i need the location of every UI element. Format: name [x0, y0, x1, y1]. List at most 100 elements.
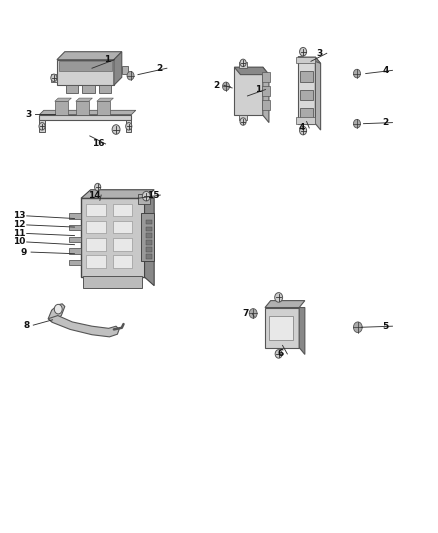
Text: 1: 1 [104, 55, 110, 64]
Bar [69, 248, 81, 254]
Bar [86, 221, 106, 233]
Bar [239, 62, 247, 68]
Text: 1: 1 [255, 85, 261, 94]
Bar [300, 108, 313, 118]
Bar [113, 221, 132, 233]
Circle shape [353, 322, 362, 333]
Text: 3: 3 [25, 110, 32, 118]
Bar [138, 194, 150, 204]
Bar [86, 204, 106, 216]
Polygon shape [48, 316, 119, 337]
Bar [86, 255, 106, 268]
Polygon shape [97, 98, 113, 101]
Polygon shape [57, 60, 114, 85]
Bar [51, 74, 57, 82]
Bar [146, 254, 152, 259]
Polygon shape [114, 52, 122, 85]
Polygon shape [299, 308, 305, 354]
Text: 9: 9 [21, 248, 27, 256]
Text: 3: 3 [317, 49, 323, 58]
Bar [122, 66, 128, 74]
Text: 13: 13 [14, 212, 26, 220]
Bar [113, 238, 132, 251]
Text: 2: 2 [382, 118, 389, 127]
Bar [141, 213, 154, 261]
Text: 12: 12 [14, 221, 26, 229]
Polygon shape [57, 52, 122, 60]
Bar [39, 120, 45, 132]
Text: 11: 11 [14, 229, 26, 238]
Bar [99, 85, 111, 93]
Polygon shape [263, 67, 269, 123]
Text: 16: 16 [92, 140, 105, 148]
Circle shape [275, 293, 283, 302]
Bar [83, 276, 142, 288]
Circle shape [127, 71, 134, 80]
Circle shape [142, 191, 150, 201]
Polygon shape [55, 98, 71, 101]
Circle shape [223, 82, 230, 91]
Bar [146, 227, 152, 231]
Circle shape [353, 119, 360, 128]
Bar [146, 233, 152, 238]
Polygon shape [315, 57, 321, 130]
Bar [59, 61, 112, 71]
Circle shape [126, 123, 132, 130]
Circle shape [240, 118, 246, 125]
Polygon shape [81, 190, 154, 198]
Bar [269, 316, 293, 340]
Text: 4: 4 [299, 124, 305, 132]
Bar [146, 247, 152, 252]
Text: 8: 8 [23, 321, 29, 329]
Bar [39, 115, 131, 120]
Bar [296, 57, 315, 63]
Bar [262, 100, 270, 110]
Circle shape [39, 123, 45, 130]
Polygon shape [76, 98, 92, 101]
Circle shape [300, 47, 307, 56]
Bar [300, 90, 313, 100]
Bar [97, 101, 110, 115]
Text: 5: 5 [382, 322, 389, 330]
Polygon shape [298, 57, 321, 63]
Circle shape [112, 125, 120, 134]
Bar [76, 101, 89, 115]
Bar [82, 85, 95, 93]
Polygon shape [145, 198, 154, 286]
Circle shape [300, 126, 307, 135]
Text: 2: 2 [214, 81, 220, 90]
Circle shape [51, 74, 57, 82]
Bar [113, 255, 132, 268]
Bar [265, 308, 299, 348]
Bar [300, 71, 313, 82]
Text: 6: 6 [277, 350, 283, 358]
Circle shape [54, 304, 62, 314]
Circle shape [95, 183, 101, 191]
Text: 4: 4 [382, 66, 389, 75]
Bar [55, 101, 68, 115]
Circle shape [249, 309, 257, 318]
Bar [66, 85, 78, 93]
Text: 14: 14 [88, 191, 100, 199]
Text: 10: 10 [14, 238, 26, 246]
Bar [126, 120, 131, 132]
Bar [69, 213, 81, 219]
Bar [146, 220, 152, 224]
Bar [113, 204, 132, 216]
Polygon shape [39, 110, 136, 115]
Text: 15: 15 [147, 191, 159, 199]
Circle shape [353, 69, 360, 78]
Text: 2: 2 [157, 64, 163, 72]
Bar [146, 240, 152, 245]
Polygon shape [234, 67, 269, 75]
Text: 7: 7 [242, 309, 248, 318]
Polygon shape [48, 304, 65, 322]
Bar [239, 115, 247, 120]
Polygon shape [234, 67, 263, 115]
Circle shape [275, 350, 282, 358]
Bar [81, 198, 145, 277]
Bar [262, 72, 270, 82]
Bar [262, 86, 270, 96]
Bar [69, 237, 81, 242]
Bar [69, 225, 81, 230]
